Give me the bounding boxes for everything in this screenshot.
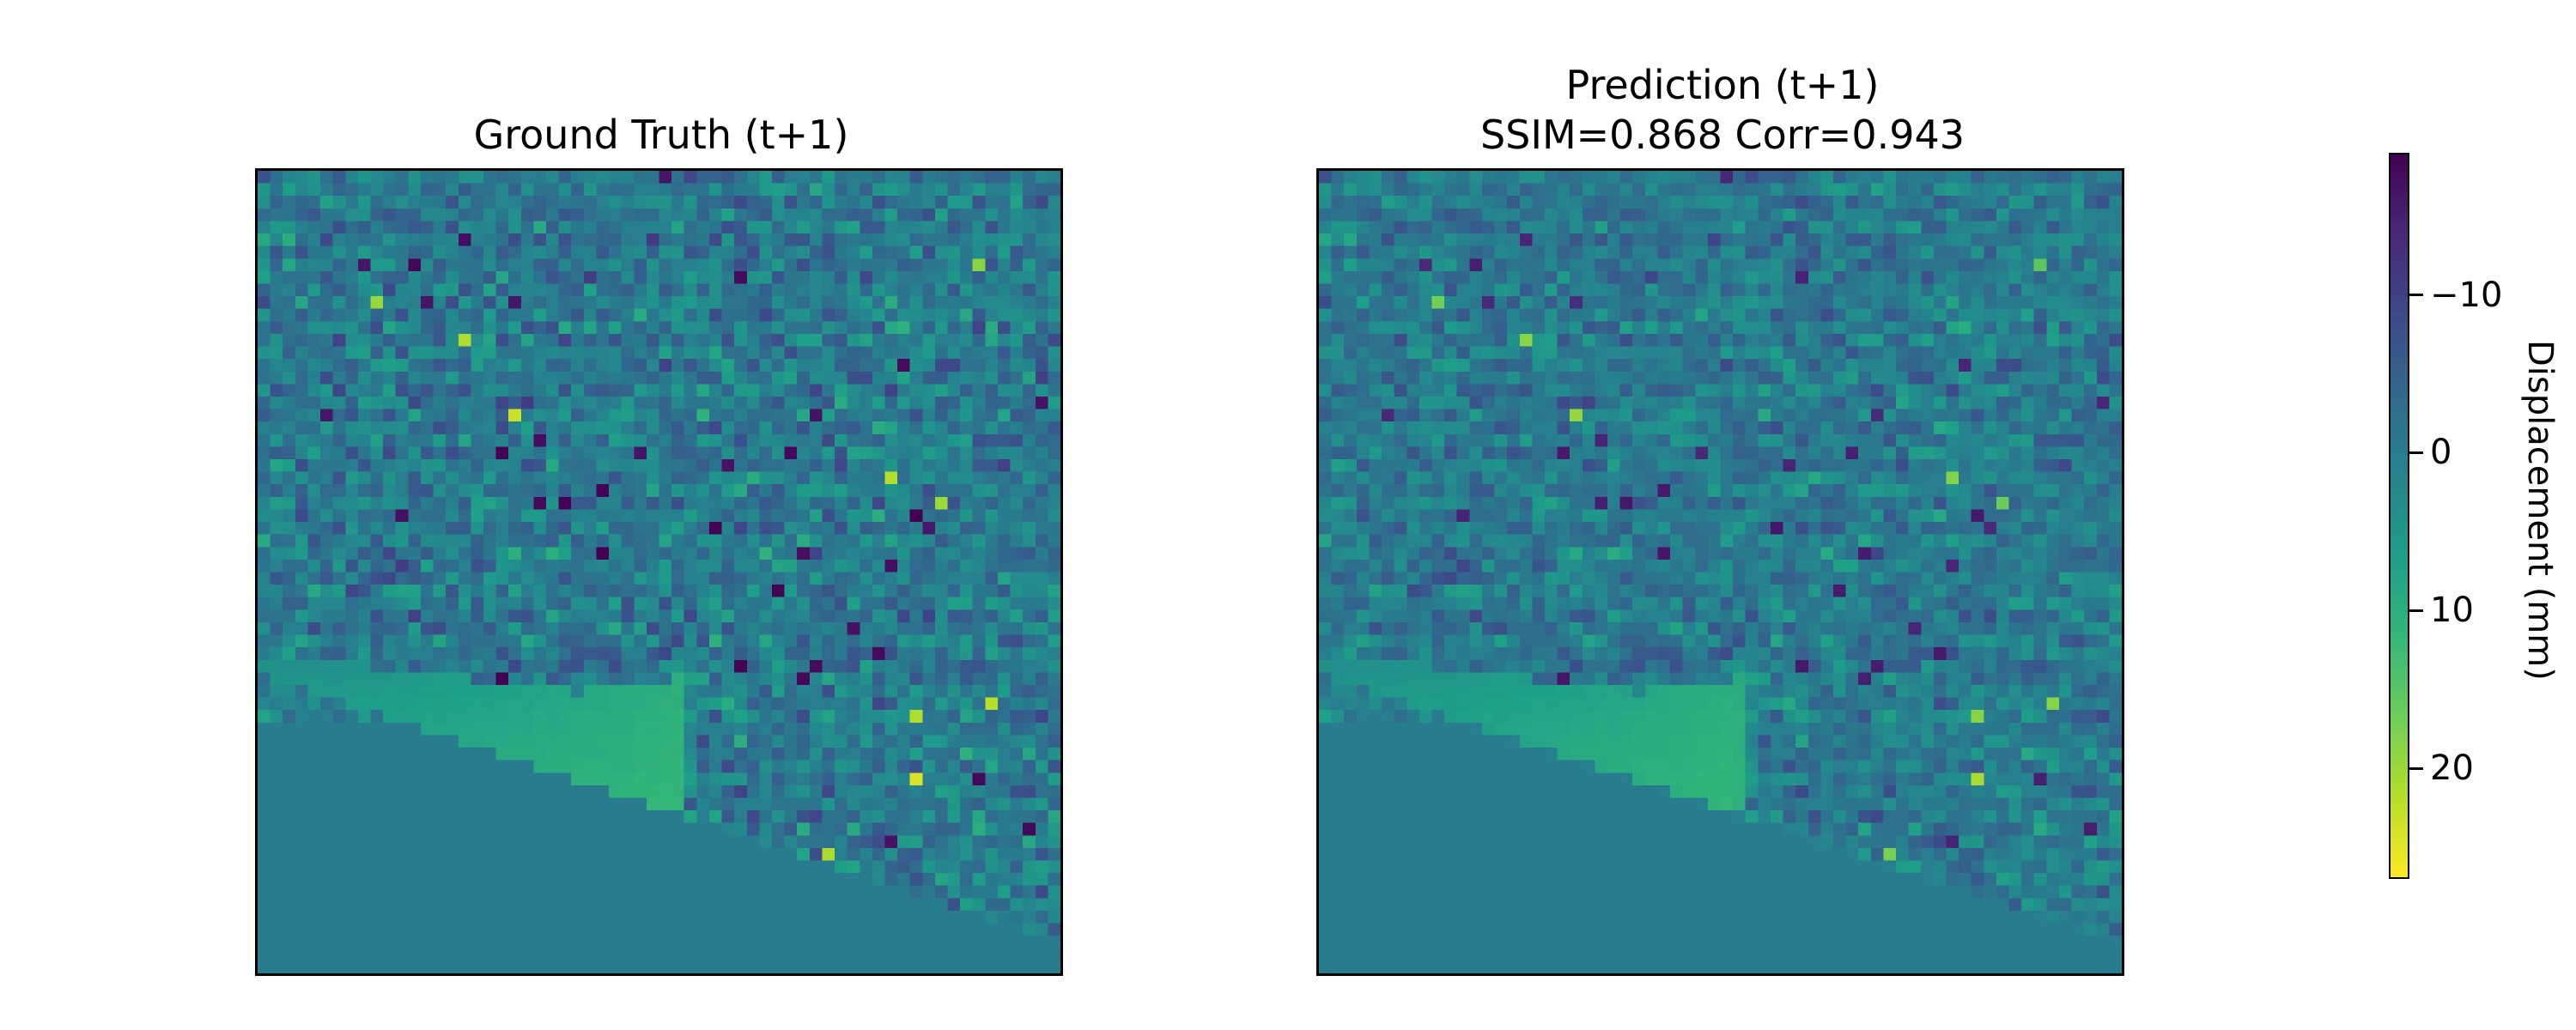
ground-truth-title: Ground Truth (t+1) <box>473 112 849 158</box>
colorbar-tick-label: 0 <box>2430 433 2452 473</box>
colorbar-tick-label: 10 <box>2430 591 2474 631</box>
colorbar-tick-label: 20 <box>2430 748 2474 789</box>
colorbar-tick <box>2409 609 2423 612</box>
colorbar <box>2389 153 2409 879</box>
colorbar-tick <box>2409 766 2423 770</box>
prediction-heatmap <box>1316 168 2124 976</box>
colorbar-tick-label: −10 <box>2430 275 2503 315</box>
prediction-metrics-subtitle: SSIM=0.868 Corr=0.943 <box>1479 112 1965 158</box>
ground-truth-heatmap <box>255 168 1063 976</box>
ground-truth-heatmap-canvas <box>258 171 1060 973</box>
prediction-heatmap-canvas <box>1319 171 2122 973</box>
colorbar-tick <box>2409 451 2423 454</box>
colorbar-axis-label: Displacement (mm) <box>2520 340 2560 681</box>
prediction-title: Prediction (t+1) <box>1565 62 1880 108</box>
colorbar-tick <box>2409 294 2423 297</box>
